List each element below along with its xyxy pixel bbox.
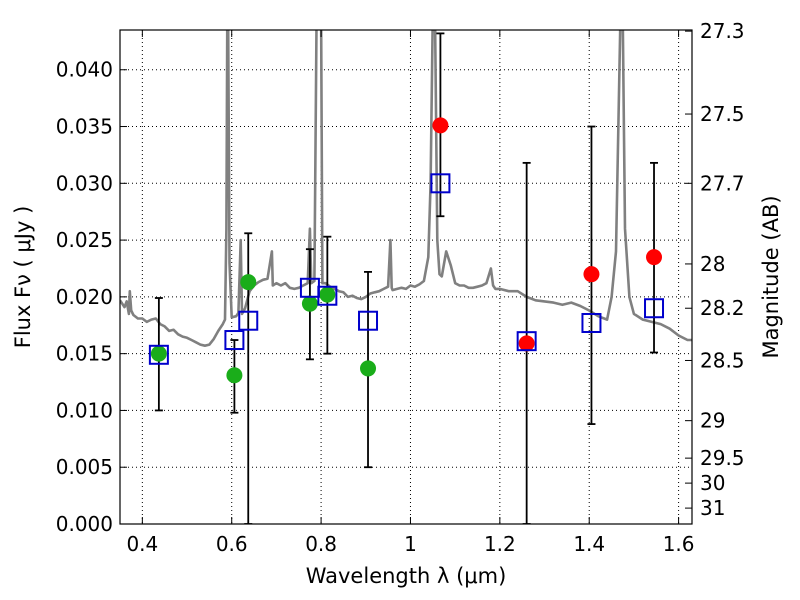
- data-point-circle: [240, 274, 257, 291]
- data-point-square: [317, 285, 338, 306]
- data-point-circle: [301, 295, 318, 312]
- y-right-tick-label: 31: [700, 496, 725, 520]
- marker-layer: [148, 117, 665, 384]
- data-point-square: [238, 310, 259, 331]
- y-tick-label: 0.025: [56, 228, 113, 252]
- y-tick-label: 0.040: [56, 58, 113, 82]
- spectrum-line: [120, 30, 692, 347]
- y-right-tick-label: 30: [700, 471, 725, 495]
- y-tick-label: 0.035: [56, 115, 113, 139]
- data-point-square: [358, 310, 379, 331]
- x-tick-label: 0.6: [216, 532, 248, 556]
- y-right-tick-label: 28.2: [700, 296, 745, 320]
- data-point-circle: [646, 249, 663, 266]
- data-point-circle: [583, 266, 600, 283]
- x-tick-label: 0.8: [305, 532, 337, 556]
- data-point-square: [644, 298, 665, 319]
- x-tick-label: 1.6: [663, 532, 695, 556]
- data-point-square: [516, 331, 537, 352]
- data-point-square: [148, 344, 169, 365]
- data-point-square: [224, 330, 245, 351]
- y-right-tick-label: 27.3: [700, 19, 745, 43]
- x-axis-label: Wavelength λ (μm): [306, 564, 507, 588]
- spectrum-layer: [120, 30, 692, 347]
- y-axis-label: Flux Fν ( μJy ): [11, 206, 35, 349]
- x-tick-label: 1: [404, 532, 417, 556]
- y-right-tick-label: 27.5: [700, 102, 745, 126]
- y-right-tick-label: 28.5: [700, 348, 745, 372]
- data-point-circle: [319, 286, 336, 303]
- plot-area: [120, 30, 692, 524]
- x-tick-label: 0.4: [126, 532, 158, 556]
- data-point-circle: [518, 335, 535, 352]
- y-tick-label: 0.005: [56, 455, 113, 479]
- data-point-square: [430, 173, 451, 194]
- y-right-tick-label: 29.5: [700, 446, 745, 470]
- data-point-circle: [226, 367, 243, 384]
- y-tick-label: 0.010: [56, 398, 113, 422]
- data-point-square: [581, 312, 602, 333]
- x-tick-label: 1.2: [484, 532, 516, 556]
- y-tick-label: 0.000: [56, 512, 113, 536]
- y-tick-label: 0.020: [56, 285, 113, 309]
- y-axis-right-label: Magnitude (AB): [759, 195, 783, 358]
- x-axis: 0.4 0.6 0.8 1 1.2 1.4 1.6: [126, 30, 695, 556]
- y-right-tick-label: 27.7: [700, 171, 745, 195]
- plot-frame: [119, 29, 693, 525]
- data-point-circle: [150, 345, 167, 362]
- y-right-tick-label: 29: [700, 409, 725, 433]
- y-axis: 0.000 0.005 0.010 0.015 0.020 0.025 0.030 0.035…: [56, 58, 127, 536]
- data-point-circle: [360, 360, 377, 377]
- x-tick-label: 1.4: [573, 532, 605, 556]
- y-right-tick-label: 28: [700, 252, 725, 276]
- y-tick-label: 0.030: [56, 171, 113, 195]
- data-point-circle: [432, 117, 449, 134]
- y-tick-label: 0.015: [56, 342, 113, 366]
